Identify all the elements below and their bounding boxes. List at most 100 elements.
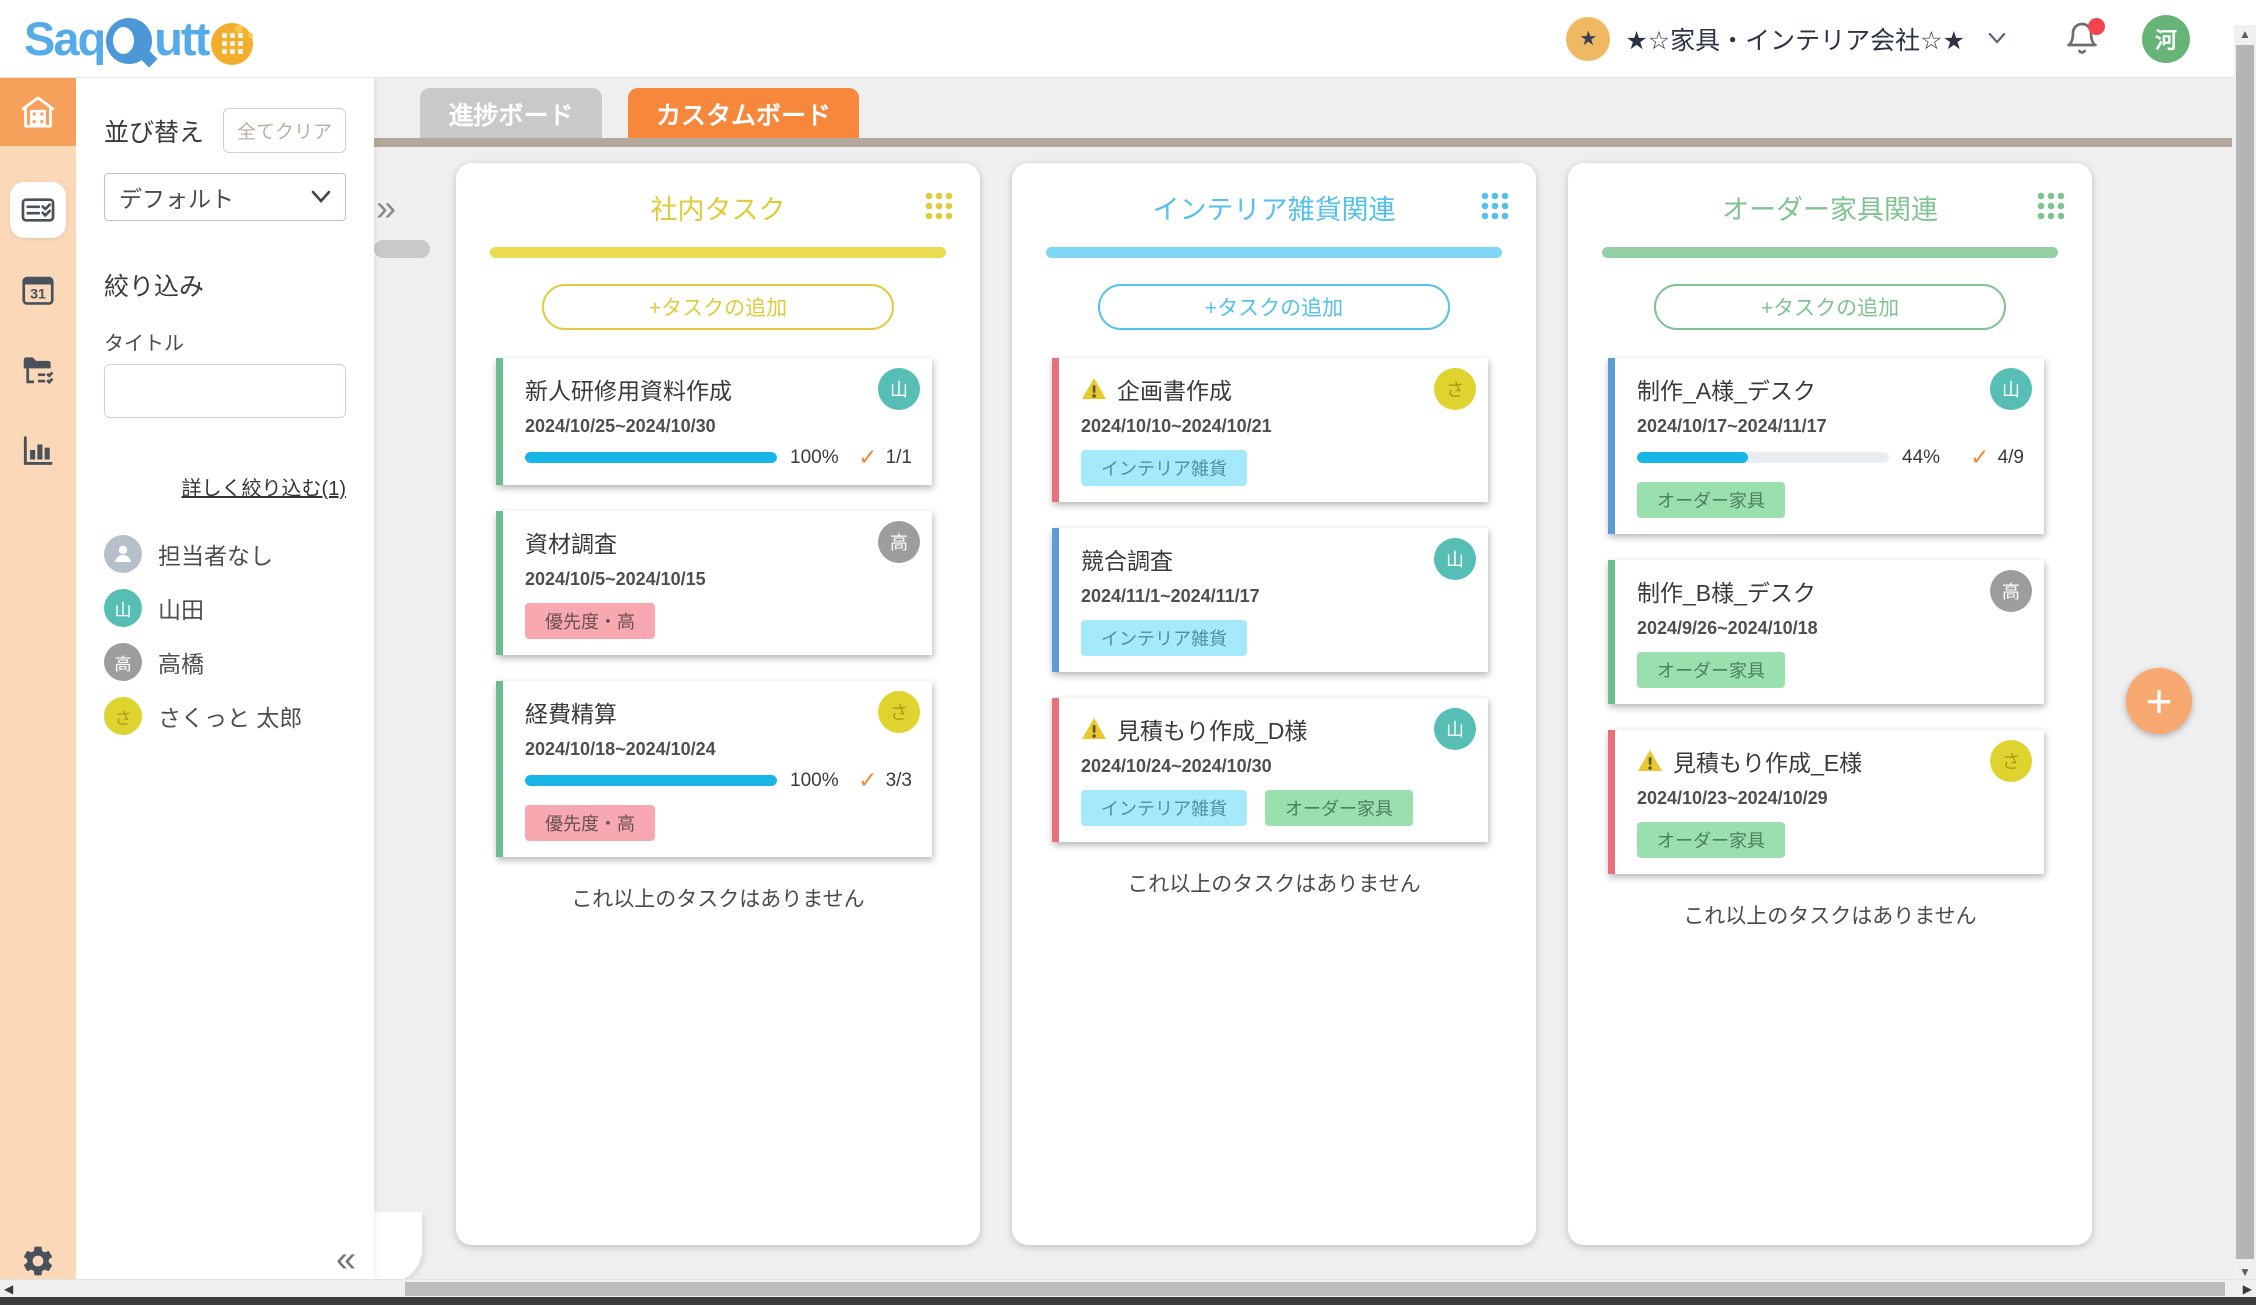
card-list: 新人研修用資料作成 山 2024/10/25~2024/10/30 100% ✓… (456, 358, 980, 857)
card-list: 企画書作成 さ 2024/10/10~2024/10/21 インテリア雑貨 競合… (1012, 358, 1536, 842)
task-card[interactable]: 制作_B様_デスク 高 2024/9/26~2024/10/18 オーダー家具 (1608, 560, 2044, 704)
sort-select[interactable]: デフォルト (104, 173, 346, 221)
progress-row: 100% ✓ 1/1 (525, 446, 916, 469)
task-date-range: 2024/10/10~2024/10/21 (1081, 416, 1272, 436)
logo-text: utt (154, 12, 210, 65)
progress-bar (525, 452, 777, 463)
tag-list: 優先度・高 (525, 603, 916, 639)
sort-select-value: デフォルト (119, 186, 234, 212)
task-date-range: 2024/11/1~2024/11/17 (1081, 586, 1260, 606)
tag-list: オーダー家具 (1637, 652, 2028, 688)
tag-priority-high: 優先度・高 (525, 805, 655, 841)
task-card[interactable]: 見積もり作成_D様 山 2024/10/24~2024/10/30 インテリア雑… (1052, 698, 1488, 842)
task-date-range: 2024/10/23~2024/10/29 (1637, 788, 1828, 808)
scroll-up-arrow[interactable]: ▲ (2239, 27, 2251, 41)
sidebar-item-settings[interactable] (0, 1243, 76, 1279)
assignee-avatar: 山 (878, 368, 920, 410)
tag-priority-high: 優先度・高 (525, 603, 655, 639)
task-date-range: 2024/10/24~2024/10/30 (1081, 756, 1272, 776)
card-list: 制作_A様_デスク 山 2024/10/17~2024/11/17 44% ✓ … (1568, 358, 2092, 874)
subtask-count: 3/3 (885, 769, 912, 791)
warning-icon (1638, 750, 1662, 771)
sidebar-item-projects[interactable] (10, 342, 66, 398)
notification-bell-button[interactable] (2064, 17, 2105, 57)
task-card[interactable]: 企画書作成 さ 2024/10/10~2024/10/21 インテリア雑貨 (1052, 358, 1488, 502)
title-filter-label: タイトル (104, 333, 184, 355)
tag-interior-goods: インテリア雑貨 (1081, 790, 1247, 826)
add-task-button[interactable]: +タスクの追加 (1098, 284, 1450, 330)
vertical-scroll-thumb[interactable] (2236, 45, 2254, 1259)
task-card[interactable]: 制作_A様_デスク 山 2024/10/17~2024/11/17 44% ✓ … (1608, 358, 2044, 534)
member-item-takahashi[interactable]: 高 高橋 (104, 643, 346, 681)
logo-penguin-icon (106, 17, 153, 64)
column-color-bar (490, 247, 946, 258)
add-task-button[interactable]: +タスクの追加 (1654, 284, 2006, 330)
column-color-bar (1602, 247, 2058, 258)
task-date-range: 2024/10/17~2024/11/17 (1637, 416, 1827, 436)
sidebar-item-reports[interactable] (10, 422, 66, 478)
check-icon: ✓ (1970, 444, 1990, 470)
progress-percent: 100% (790, 446, 839, 468)
member-avatar: さ (104, 697, 142, 735)
filter-panel: 並び替え 全てクリア デフォルト 絞り込み タイトル 詳しく絞り込む(1) 担当… (76, 78, 374, 1283)
task-date-range: 2024/10/25~2024/10/30 (525, 416, 716, 436)
logo-text: Saq (24, 12, 106, 65)
column-title: インテリア雑貨関連 (1152, 194, 1396, 225)
subtask-count: 1/1 (885, 446, 912, 468)
add-task-button[interactable]: +タスクの追加 (542, 284, 894, 330)
assignee-avatar: さ (1434, 368, 1476, 410)
tag-list: インテリア雑貨 オーダー家具 (1081, 790, 1472, 826)
task-card[interactable]: 経費精算 さ 2024/10/18~2024/10/24 100% ✓ 3/3 (496, 681, 932, 857)
horizontal-scrollbar[interactable]: ◀ ▶ (0, 1279, 2256, 1297)
header: Saq utt ★ ★☆家具・インテリア会社☆★ (0, 0, 2256, 78)
scroll-down-arrow[interactable]: ▼ (2239, 1265, 2251, 1279)
drag-grid-icon[interactable] (2036, 191, 2066, 221)
app-logo[interactable]: Saq utt (24, 11, 254, 66)
task-card[interactable]: 見積もり作成_E様 さ 2024/10/23~2024/10/29 オーダー家具 (1608, 730, 2044, 874)
scroll-handle[interactable] (374, 240, 430, 258)
sidebar-item-home[interactable] (0, 78, 76, 146)
tab-progress-board[interactable]: 進捗ボード (420, 88, 602, 140)
org-avatar: ★ (1566, 16, 1611, 61)
drag-grid-icon[interactable] (1480, 191, 1510, 221)
column-color-bar (1046, 247, 1502, 258)
tab-underline (374, 138, 2232, 147)
drag-grid-icon[interactable] (924, 191, 954, 221)
member-item-yamada[interactable]: 山 山田 (104, 589, 346, 627)
task-card[interactable]: 資材調査 高 2024/10/5~2024/10/15 優先度・高 (496, 511, 932, 655)
horizontal-scroll-thumb[interactable] (405, 1282, 2225, 1296)
advanced-filter-link[interactable]: 詳しく絞り込む(1) (181, 478, 346, 500)
scroll-right-arrow[interactable]: ▶ (2242, 1282, 2252, 1296)
user-avatar[interactable]: 河 (2142, 14, 2190, 63)
assignee-avatar: 山 (1434, 538, 1476, 580)
task-card[interactable]: 新人研修用資料作成 山 2024/10/25~2024/10/30 100% ✓… (496, 358, 932, 485)
tab-custom-board[interactable]: カスタムボード (628, 88, 860, 140)
member-item-sakutto-taro[interactable]: さ さくっと 太郎 (104, 697, 346, 735)
window-bottom-edge (0, 1297, 2256, 1305)
bar-chart-icon (23, 436, 53, 465)
folder-tasks-icon (23, 357, 54, 385)
notification-badge (2088, 17, 2105, 35)
task-card[interactable]: 競合調査 山 2024/11/1~2024/11/17 インテリア雑貨 (1052, 528, 1488, 672)
org-name: ★☆家具・インテリア会社☆★ (1625, 26, 1965, 55)
sidebar-item-calendar[interactable]: 31 (10, 262, 66, 318)
org-selector[interactable]: ★ ★☆家具・インテリア会社☆★ (1566, 16, 2006, 61)
tag-list: オーダー家具 (1637, 822, 2028, 858)
clear-all-button[interactable]: 全てクリア (222, 108, 346, 153)
scroll-left-arrow[interactable]: ◀ (4, 1282, 14, 1296)
assignee-avatar: 山 (1434, 708, 1476, 750)
title-filter-input[interactable] (104, 364, 346, 418)
check-icon: ✓ (858, 767, 878, 793)
vertical-scrollbar[interactable]: ▲ ▼ (2234, 25, 2256, 1281)
tag-interior-goods: インテリア雑貨 (1081, 450, 1247, 486)
member-filter-list: 担当者なし 山 山田 高 高橋 さ さくっと 太郎 (104, 535, 346, 735)
sidebar-item-tasks[interactable] (10, 182, 66, 238)
tag-interior-goods: インテリア雑貨 (1081, 620, 1247, 656)
member-item-unassigned[interactable]: 担当者なし (104, 535, 346, 573)
collapse-panel-button[interactable]: « (335, 1238, 356, 1279)
add-board-fab[interactable]: + (2126, 668, 2192, 734)
bell-icon (2067, 22, 2097, 54)
expand-panel-button[interactable]: » (376, 187, 397, 228)
check-icon: ✓ (858, 444, 878, 470)
